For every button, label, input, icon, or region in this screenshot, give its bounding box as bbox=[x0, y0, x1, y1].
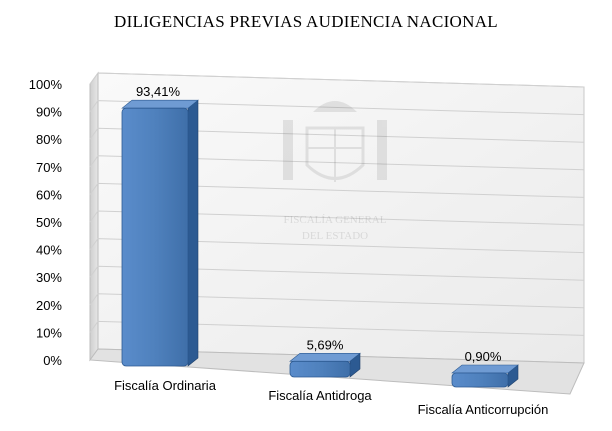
gridline bbox=[89, 72, 585, 88]
watermark-shield bbox=[305, 126, 365, 180]
bar-1 bbox=[121, 99, 199, 367]
bar-3 bbox=[451, 364, 519, 388]
y-tick-label: 50% bbox=[36, 215, 62, 230]
x-tick-label: Fiscalía Ordinaria bbox=[114, 378, 217, 393]
gridline bbox=[89, 155, 585, 171]
bar-top bbox=[289, 352, 361, 362]
y-tick-label: 80% bbox=[36, 132, 62, 147]
y-tick-label: 20% bbox=[36, 298, 62, 313]
gridline bbox=[89, 182, 585, 198]
gridline bbox=[89, 320, 585, 336]
watermark-seal: FISCALÍA GENERAL DEL ESTADO bbox=[283, 101, 387, 242]
bar-side bbox=[187, 99, 199, 367]
y-tick-label: 40% bbox=[36, 243, 62, 258]
watermark-crown bbox=[313, 101, 357, 112]
y-tick-label: 10% bbox=[36, 325, 62, 340]
gridline bbox=[89, 127, 585, 143]
gridline bbox=[89, 293, 585, 309]
gridlines bbox=[89, 72, 585, 336]
gridline bbox=[89, 100, 585, 116]
watermark-text: FISCALÍA GENERAL bbox=[284, 214, 387, 226]
data-label: 93,41% bbox=[136, 84, 181, 99]
x-tick-label: Fiscalía Antidroga bbox=[268, 388, 372, 403]
bars: 93,41% 5,69% 0,90% bbox=[121, 84, 519, 388]
y-tick-label: 30% bbox=[36, 270, 62, 285]
y-tick-label: 60% bbox=[36, 187, 62, 202]
y-axis: 0% 10% 20% 30% 40% 50% 60% 70% 80% 90% 100% bbox=[29, 77, 63, 368]
x-tick-label: Fiscalía Anticorrupción bbox=[418, 402, 549, 417]
y-tick-label: 70% bbox=[36, 160, 62, 175]
data-label: 5,69% bbox=[307, 337, 344, 352]
gridline bbox=[89, 265, 585, 281]
bar-front bbox=[289, 360, 351, 378]
watermark-pillar-left bbox=[283, 120, 293, 180]
x-axis: Fiscalía Ordinaria Fiscalía Antidroga Fisc… bbox=[114, 378, 548, 417]
watermark-text: DEL ESTADO bbox=[302, 230, 368, 242]
y-tick-label: 90% bbox=[36, 105, 62, 120]
gridline bbox=[89, 210, 585, 226]
y-tick-label: 100% bbox=[29, 77, 63, 92]
y-tick-label: 0% bbox=[43, 353, 62, 368]
bar-front bbox=[121, 107, 189, 367]
bar-front bbox=[451, 372, 509, 388]
bar-top bbox=[121, 99, 199, 109]
chart-title: DILIGENCIAS PREVIAS AUDIENCIA NACIONAL bbox=[114, 12, 498, 31]
gridline bbox=[89, 238, 585, 254]
watermark-pillar-right bbox=[377, 120, 387, 180]
bar-top bbox=[451, 364, 519, 374]
data-label: 0,90% bbox=[465, 349, 502, 364]
bar-2 bbox=[289, 352, 361, 378]
